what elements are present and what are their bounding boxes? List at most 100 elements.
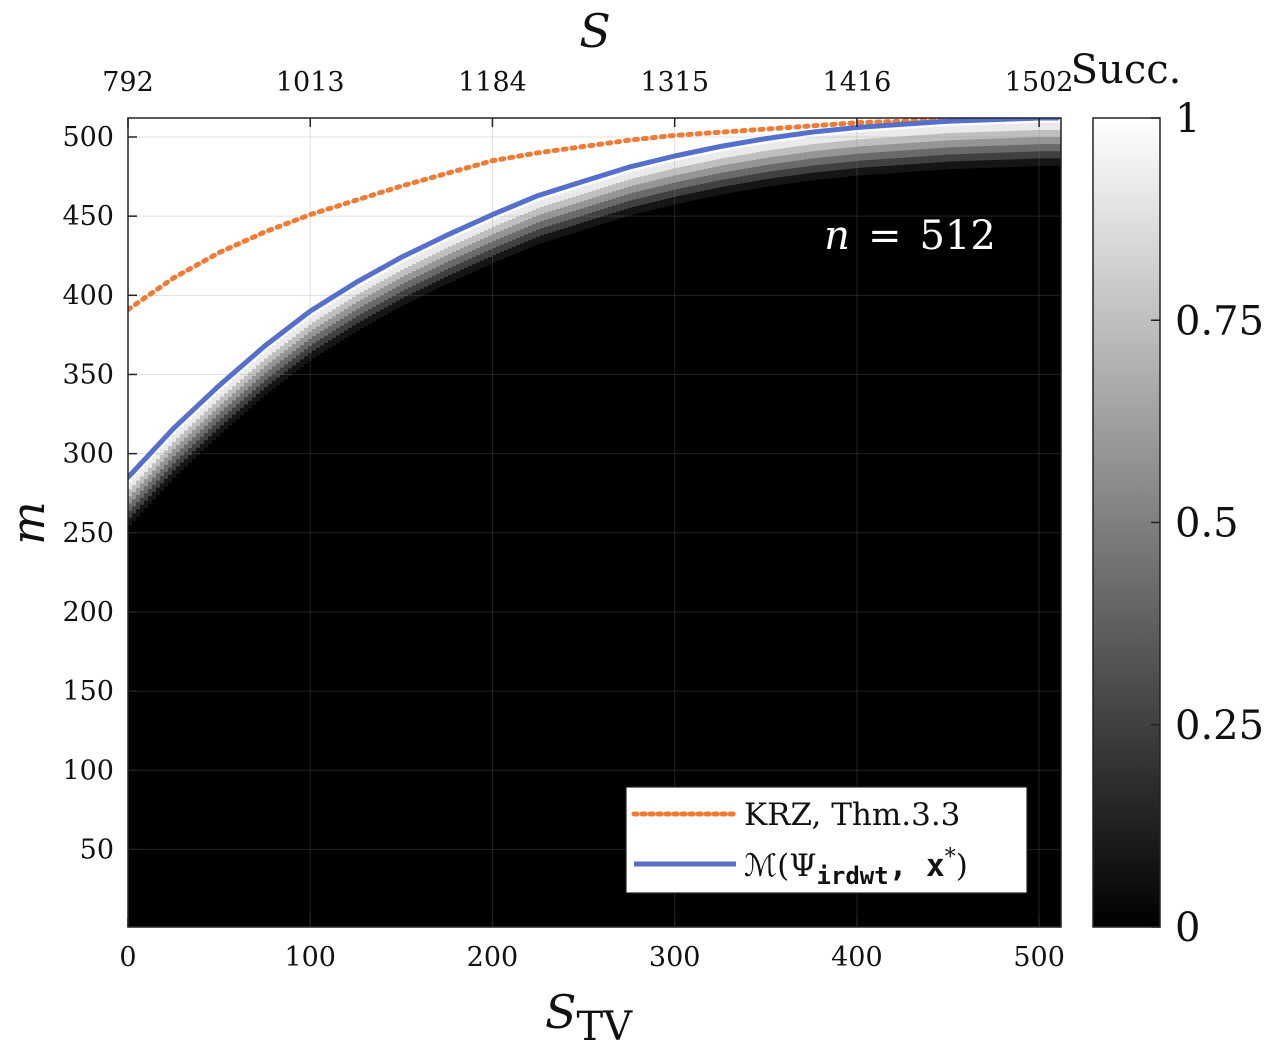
heatmap-cell-transition bbox=[516, 238, 521, 246]
heatmap-cell-transition bbox=[440, 264, 445, 273]
heatmap-cell-transition bbox=[920, 142, 925, 150]
heatmap-cell-transition bbox=[436, 252, 441, 260]
heatmap-cell-transition bbox=[420, 260, 425, 268]
heatmap-cell-failure bbox=[640, 211, 645, 927]
heatmap-cell-transition bbox=[188, 426, 193, 435]
heatmap-cell-failure bbox=[448, 282, 453, 927]
heatmap-cell-transition bbox=[200, 436, 205, 445]
heatmap-cell-transition bbox=[888, 151, 893, 160]
heatmap-cell-transition bbox=[576, 224, 581, 232]
heatmap-cell-transition bbox=[1056, 158, 1061, 166]
heatmap-cell-transition bbox=[600, 180, 605, 189]
heatmap-cell-failure bbox=[268, 390, 273, 927]
heatmap-cell-transition bbox=[800, 152, 805, 161]
heatmap-cell-transition bbox=[904, 150, 909, 158]
heatmap-cell-transition bbox=[304, 327, 309, 336]
heatmap-cell-transition bbox=[632, 199, 637, 208]
heatmap-cell-transition bbox=[176, 452, 181, 460]
heatmap-cell-transition bbox=[532, 202, 537, 211]
heatmap-cell-transition bbox=[704, 176, 709, 184]
heatmap-cell-transition bbox=[692, 164, 697, 172]
heatmap-cell-transition bbox=[852, 161, 857, 169]
heatmap-cell-transition bbox=[532, 231, 537, 239]
heatmap-cell-transition bbox=[144, 486, 149, 494]
heatmap-cell-transition bbox=[432, 261, 437, 270]
heatmap-cell-transition bbox=[596, 203, 601, 212]
heatmap-cell-failure bbox=[764, 186, 769, 927]
heatmap-cell-transition bbox=[712, 174, 717, 182]
heatmap-cell-transition bbox=[736, 155, 741, 164]
heatmap-cell-transition bbox=[608, 178, 613, 187]
heatmap-cell-transition bbox=[820, 143, 825, 151]
heatmap-cell-transition bbox=[1028, 144, 1033, 153]
heatmap-cell-failure bbox=[148, 503, 153, 927]
heatmap-cell-transition bbox=[768, 178, 773, 187]
heatmap-cell-transition bbox=[644, 168, 649, 176]
heatmap-cell-transition bbox=[612, 198, 617, 207]
heatmap-cell-transition bbox=[1016, 152, 1021, 160]
heatmap-cell-transition bbox=[452, 251, 457, 260]
heatmap-cell-transition bbox=[416, 269, 421, 277]
heatmap-cell-transition bbox=[216, 414, 221, 423]
heatmap-cell-transition bbox=[364, 304, 369, 312]
heatmap-cell-transition bbox=[368, 316, 373, 324]
heatmap-cell-transition bbox=[532, 217, 537, 225]
heatmap-cell-transition bbox=[316, 312, 321, 320]
heatmap-cell-transition bbox=[324, 314, 329, 323]
heatmap-cell-transition bbox=[376, 311, 381, 320]
heatmap-cell-transition bbox=[800, 159, 805, 168]
heatmap-cell-transition bbox=[240, 407, 245, 416]
heatmap-cell-transition bbox=[652, 187, 657, 196]
heatmap-cell-transition bbox=[564, 220, 569, 229]
heatmap-cell-transition bbox=[912, 142, 917, 151]
heatmap-cell-transition bbox=[1032, 130, 1037, 138]
heatmap-cell-transition bbox=[768, 150, 773, 158]
heatmap-cell-failure bbox=[768, 185, 773, 927]
heatmap-cell-transition bbox=[928, 162, 933, 171]
heatmap-cell-transition bbox=[960, 132, 965, 141]
heatmap-cell-transition bbox=[656, 165, 661, 173]
heatmap-cell-transition bbox=[404, 282, 409, 290]
heatmap-cell-transition bbox=[728, 157, 733, 165]
heatmap-cell-transition bbox=[424, 272, 429, 281]
heatmap-cell-transition bbox=[388, 297, 393, 306]
heatmap-cell-transition bbox=[952, 125, 957, 134]
heatmap-cell-transition bbox=[444, 276, 449, 285]
heatmap-cell-transition bbox=[712, 181, 717, 190]
heatmap-cell-transition bbox=[528, 240, 533, 248]
heatmap-cell-failure bbox=[228, 425, 233, 927]
heatmap-cell-transition bbox=[484, 223, 489, 231]
heatmap-cell-transition bbox=[552, 224, 557, 233]
heatmap-cell-transition bbox=[748, 182, 753, 190]
heatmap-cell-transition bbox=[1048, 158, 1053, 166]
heatmap-cell-failure bbox=[904, 171, 909, 927]
heatmap-cell-transition bbox=[220, 389, 225, 398]
heatmap-cell-failure bbox=[1028, 165, 1033, 927]
heatmap-cell-transition bbox=[724, 171, 729, 180]
heatmap-cell-failure bbox=[856, 175, 861, 927]
heatmap-cell-transition bbox=[744, 154, 749, 162]
heatmap-cell-transition bbox=[200, 408, 205, 416]
heatmap-cell-transition bbox=[268, 348, 273, 356]
heatmap-cell-transition bbox=[672, 175, 677, 184]
heatmap-cell-transition bbox=[156, 451, 161, 460]
heatmap-cell-failure bbox=[880, 173, 885, 927]
heatmap-cell-transition bbox=[392, 302, 397, 311]
heatmap-cell-transition bbox=[636, 191, 641, 200]
heatmap-cell-transition bbox=[648, 202, 653, 211]
heatmap-cell-transition bbox=[472, 228, 477, 237]
heatmap-cell-failure bbox=[928, 170, 933, 927]
heatmap-cell-failure bbox=[312, 357, 317, 927]
heatmap-cell-failure bbox=[628, 214, 633, 927]
heatmap-cell-transition bbox=[928, 148, 933, 157]
heatmap-cell-transition bbox=[572, 211, 577, 219]
heatmap-cell-failure bbox=[980, 167, 985, 927]
heatmap-cell-failure bbox=[1044, 165, 1049, 927]
heatmap-cell-transition bbox=[228, 389, 233, 398]
heatmap-cell-transition bbox=[192, 429, 197, 438]
heatmap-cell-transition bbox=[264, 372, 269, 381]
heatmap-cell-transition bbox=[948, 147, 953, 155]
heatmap-cell-transition bbox=[900, 129, 905, 137]
heatmap-cell-failure bbox=[832, 177, 837, 927]
heatmap-cell-failure bbox=[736, 191, 741, 927]
